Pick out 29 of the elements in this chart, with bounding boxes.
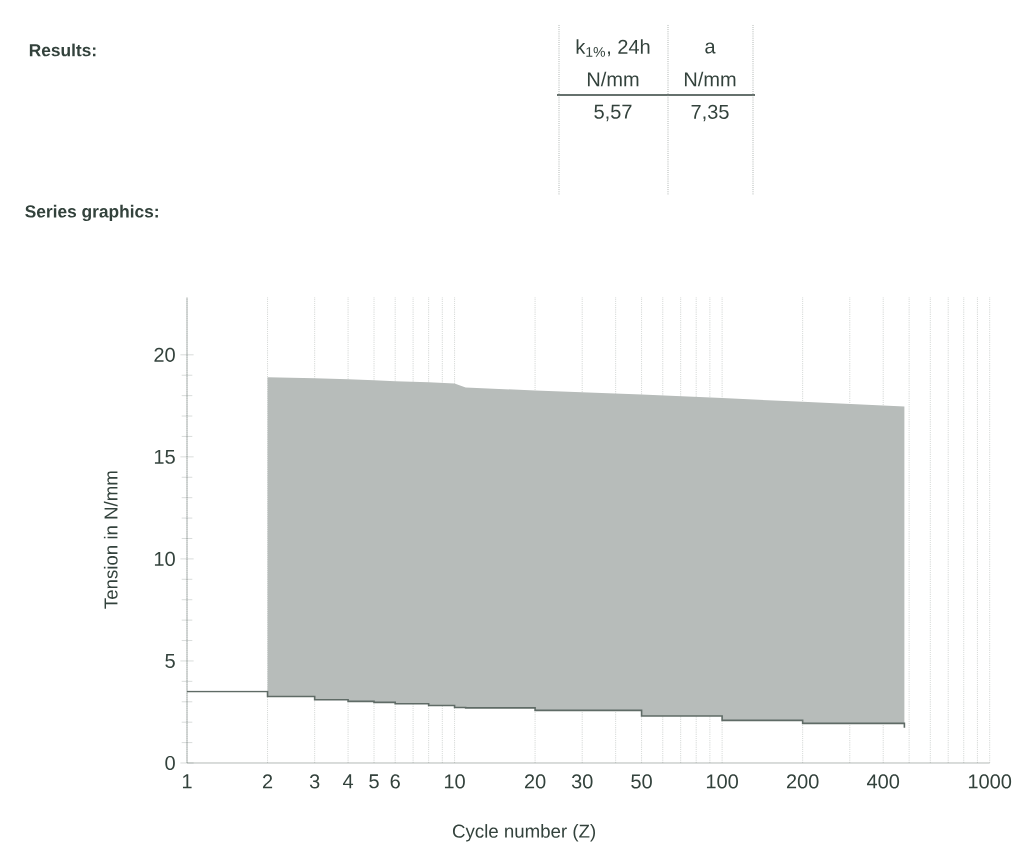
x-tick-label: 4 (342, 774, 354, 789)
y-tick-label: 0 (165, 755, 175, 771)
x-tick-label: 2 (262, 774, 273, 789)
text: 5,57 (594, 104, 632, 122)
y-axis-title: Tension in N/mm (103, 471, 118, 609)
x-tick-label: 1 (182, 774, 192, 789)
chart-title: Series graphics: (25, 204, 158, 222)
x-tick-label: 1000 (968, 774, 1012, 789)
text: N/mm (587, 71, 639, 87)
x-tick-label: 3 (309, 774, 320, 789)
text: a (705, 42, 716, 54)
y-tick-label: 10 (154, 551, 175, 566)
x-tick-label: 20 (524, 774, 546, 789)
x-tick-label: 6 (390, 774, 400, 789)
x-tick-label: 400 (866, 774, 900, 789)
y-tick-label: 5 (165, 653, 175, 668)
x-tick-label: 5 (369, 774, 379, 789)
x-axis-title: Cycle number (Z) (452, 824, 596, 842)
x-tick-label: 200 (786, 774, 819, 789)
y-tick-label: 20 (154, 347, 175, 362)
text: Results: (29, 43, 96, 57)
text: N/mm (684, 71, 736, 87)
x-tick-label: 100 (706, 774, 738, 789)
text: 7,35 (691, 104, 729, 122)
x-tick-label: 10 (444, 774, 465, 789)
y-tick-label: 15 (154, 449, 175, 464)
text: k$_{1%}$, 24h (576, 39, 650, 57)
x-tick-label: 30 (571, 774, 593, 789)
x-tick-label: 50 (631, 774, 652, 789)
